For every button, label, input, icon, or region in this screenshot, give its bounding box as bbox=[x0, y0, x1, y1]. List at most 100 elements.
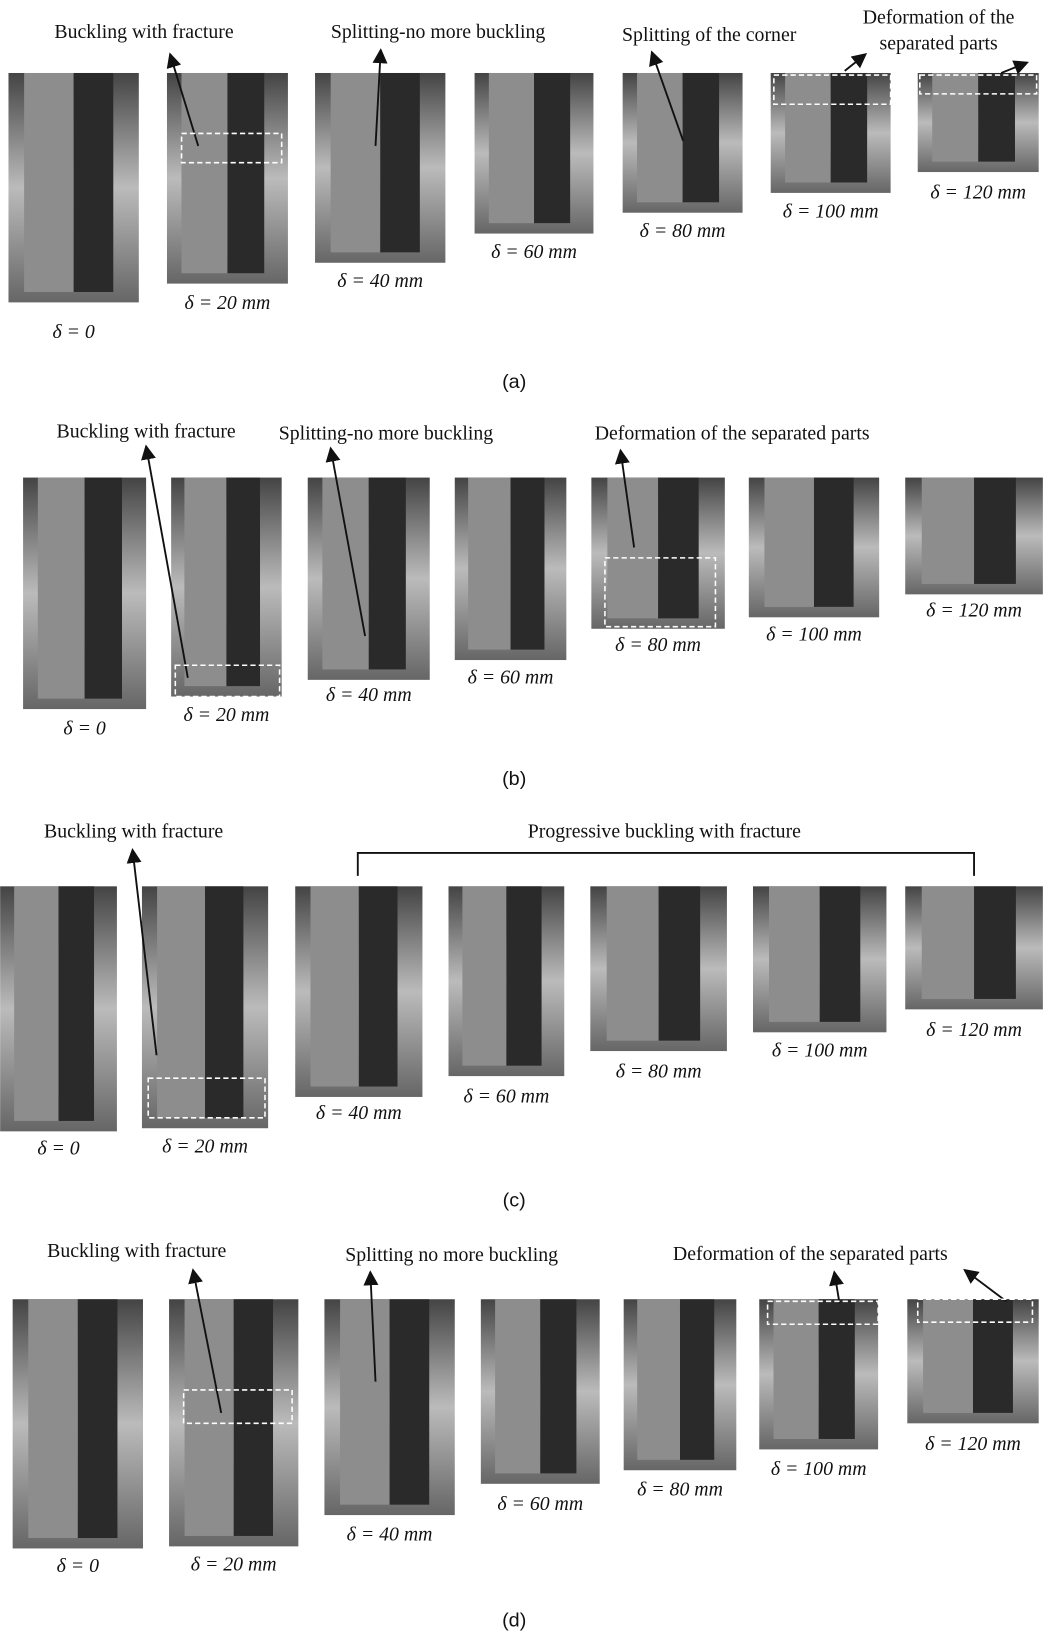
panel-label: (c) bbox=[503, 1189, 526, 1211]
frame-label: δ = 100 mm bbox=[772, 1040, 868, 1062]
specimen-light-face bbox=[157, 886, 205, 1117]
frame-label: δ = 60 mm bbox=[497, 1493, 583, 1515]
specimen-dark-face bbox=[978, 73, 1015, 162]
specimen-light-face bbox=[769, 886, 820, 1022]
specimen-dark-face bbox=[226, 478, 260, 687]
frame-label: δ = 0 bbox=[57, 1555, 99, 1577]
specimen-dark-face bbox=[814, 478, 854, 607]
arrow bbox=[845, 54, 866, 71]
photo bbox=[624, 1299, 737, 1470]
frame-label: δ = 40 mm bbox=[326, 684, 412, 706]
specimen-light-face bbox=[340, 1299, 390, 1504]
annotation: Buckling with fracture bbox=[57, 420, 236, 442]
annotation: Buckling with fracture bbox=[44, 821, 223, 843]
annotation: Buckling with fracture bbox=[54, 21, 233, 43]
frame-label: δ = 20 mm bbox=[185, 292, 271, 314]
specimen-dark-face bbox=[390, 1299, 430, 1504]
specimen-dark-face bbox=[974, 886, 1016, 999]
frame-label: δ = 0 bbox=[52, 321, 94, 343]
photo bbox=[295, 886, 422, 1097]
frame-label: δ = 60 mm bbox=[468, 666, 554, 688]
specimen-light-face bbox=[331, 73, 381, 252]
arrow bbox=[965, 1270, 1007, 1301]
photo bbox=[771, 73, 891, 193]
frame-label: δ = 80 mm bbox=[640, 220, 726, 242]
annotation: Splitting-no more buckling bbox=[279, 422, 494, 444]
photo bbox=[475, 73, 594, 234]
frame-label: δ = 120 mm bbox=[926, 1019, 1022, 1041]
specimen-dark-face bbox=[85, 478, 122, 699]
frame-label: δ = 40 mm bbox=[347, 1523, 433, 1545]
frame-label: δ = 80 mm bbox=[615, 634, 701, 656]
specimen-light-face bbox=[310, 886, 358, 1086]
specimen-light-face bbox=[637, 73, 683, 202]
arrow bbox=[1001, 63, 1027, 73]
specimen-dark-face bbox=[78, 1299, 118, 1538]
photo bbox=[324, 1299, 454, 1515]
specimen-light-face bbox=[774, 1299, 819, 1439]
specimen-light-face bbox=[462, 886, 506, 1065]
specimen-light-face bbox=[637, 1299, 680, 1460]
annotation: Splitting-no more buckling bbox=[331, 21, 546, 43]
specimen-light-face bbox=[785, 73, 831, 182]
specimen-dark-face bbox=[511, 478, 545, 650]
photo bbox=[13, 1299, 143, 1548]
frame-label: δ = 40 mm bbox=[337, 270, 423, 292]
photo bbox=[907, 1299, 1038, 1423]
specimen-light-face bbox=[932, 73, 978, 162]
specimen-dark-face bbox=[820, 886, 861, 1022]
frame-label: δ = 100 mm bbox=[766, 624, 862, 646]
frame-label: δ = 120 mm bbox=[926, 600, 1022, 622]
annotation: Buckling with fracture bbox=[47, 1240, 226, 1262]
specimen-light-face bbox=[14, 886, 58, 1121]
frame-label: δ = 100 mm bbox=[783, 200, 879, 222]
photo bbox=[590, 886, 727, 1051]
photo bbox=[753, 886, 886, 1032]
photo bbox=[759, 1299, 878, 1449]
photo bbox=[8, 73, 138, 302]
specimen-light-face bbox=[28, 1299, 78, 1538]
bracket bbox=[358, 853, 974, 876]
specimen-light-face bbox=[922, 886, 974, 999]
photo bbox=[171, 478, 282, 697]
specimen-dark-face bbox=[359, 886, 398, 1086]
panel-label: (d) bbox=[502, 1610, 526, 1632]
specimen-light-face bbox=[185, 1299, 234, 1536]
frame-label: δ = 60 mm bbox=[463, 1086, 549, 1108]
photo bbox=[142, 886, 268, 1128]
specimen-dark-face bbox=[680, 1299, 714, 1460]
specimen-light-face bbox=[607, 478, 658, 619]
photo bbox=[905, 478, 1043, 595]
specimen-light-face bbox=[923, 1299, 973, 1413]
frame-label: δ = 0 bbox=[37, 1138, 79, 1160]
frame-label: δ = 100 mm bbox=[771, 1458, 867, 1480]
specimen-dark-face bbox=[506, 886, 541, 1065]
annotation: Splitting no more buckling bbox=[345, 1244, 558, 1266]
photo bbox=[591, 478, 724, 629]
specimen-dark-face bbox=[59, 886, 95, 1121]
annotation: Splitting of the corner bbox=[622, 24, 797, 46]
annotation: separated parts bbox=[879, 32, 997, 54]
panel-label: (a) bbox=[502, 371, 526, 393]
specimen-dark-face bbox=[974, 478, 1016, 584]
photo bbox=[315, 73, 445, 263]
specimen-dark-face bbox=[74, 73, 114, 292]
specimen-dark-face bbox=[819, 1299, 855, 1439]
arrow bbox=[834, 1272, 839, 1303]
photo bbox=[23, 478, 146, 709]
specimen-light-face bbox=[607, 886, 659, 1040]
frame-label: δ = 120 mm bbox=[930, 181, 1026, 203]
annotation: Progressive buckling with fracture bbox=[528, 821, 801, 843]
specimen-dark-face bbox=[973, 1299, 1013, 1413]
frame-label: δ = 20 mm bbox=[162, 1136, 248, 1158]
specimen-dark-face bbox=[234, 1299, 273, 1536]
frame-label: δ = 80 mm bbox=[637, 1479, 723, 1501]
specimen-light-face bbox=[495, 1299, 540, 1473]
specimen-dark-face bbox=[369, 478, 406, 670]
panel-label: (b) bbox=[502, 768, 526, 790]
specimen-dark-face bbox=[683, 73, 719, 202]
photo bbox=[449, 886, 565, 1076]
specimen-dark-face bbox=[380, 73, 420, 252]
photo bbox=[455, 478, 567, 660]
photo bbox=[749, 478, 879, 618]
